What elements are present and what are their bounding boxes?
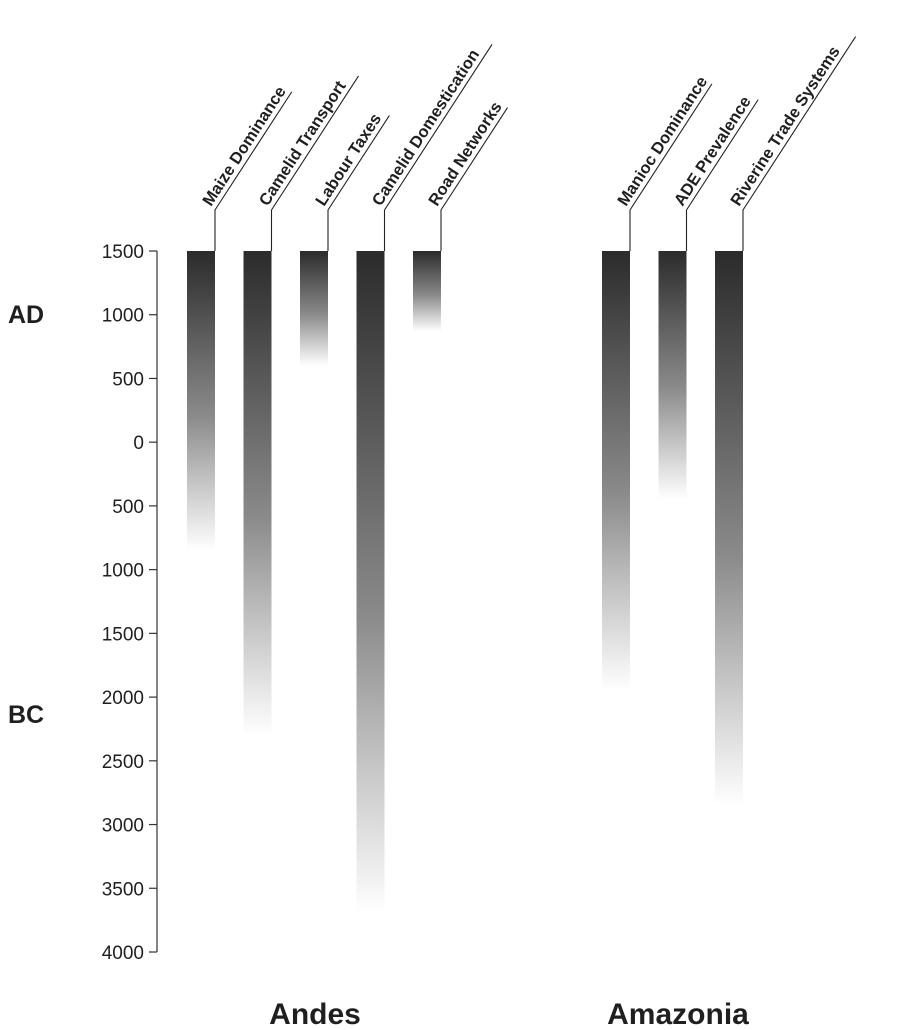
- era-label-bc: BC: [8, 701, 44, 729]
- bar-label: Riverine Trade Systems: [727, 43, 844, 209]
- label-leader: [327, 115, 390, 251]
- bar-ade-prevalence: [658, 251, 687, 500]
- group-label-andes: Andes: [269, 998, 361, 1030]
- label-leader: [440, 107, 509, 251]
- y-tick-label: 4000: [102, 943, 144, 964]
- bar-labour-taxes: [300, 251, 328, 366]
- y-tick-label: 500: [112, 497, 144, 518]
- label-leader: [383, 44, 493, 251]
- y-tick-label: 1500: [102, 624, 144, 645]
- bar-riverine-trade-systems: [715, 251, 743, 806]
- label-leader: [742, 36, 857, 251]
- era-label-ad: AD: [8, 301, 44, 329]
- bars: [187, 251, 743, 914]
- bar-maize-dominance: [187, 251, 215, 551]
- y-tick-label: 2000: [102, 688, 144, 709]
- y-tick-label: 500: [112, 369, 144, 390]
- y-tick-label: 3500: [102, 879, 144, 900]
- bar-camelid-transport: [243, 251, 272, 736]
- y-axis: 1500 1000 500 0 500 1000 1500 2000 2500 3000 3500 4…: [102, 242, 158, 964]
- y-tick-label: 2500: [102, 752, 144, 773]
- label-leader: [214, 91, 293, 251]
- label-leader: [629, 83, 713, 251]
- y-tick-label: 1000: [102, 561, 144, 582]
- y-tick-label: 3000: [102, 816, 144, 837]
- y-tick-label: 1000: [102, 306, 144, 327]
- y-tick-label: 0: [133, 433, 144, 454]
- label-leader: [270, 75, 359, 251]
- y-tick-label: 1500: [102, 242, 144, 263]
- bar-road-networks: [413, 251, 441, 332]
- label-leader: [685, 99, 759, 251]
- bar-manioc-dominance: [602, 251, 630, 691]
- bar-label: Camelid Domestication: [369, 46, 483, 209]
- bar-camelid-domestication: [356, 251, 385, 914]
- group-label-amazonia: Amazonia: [607, 998, 749, 1030]
